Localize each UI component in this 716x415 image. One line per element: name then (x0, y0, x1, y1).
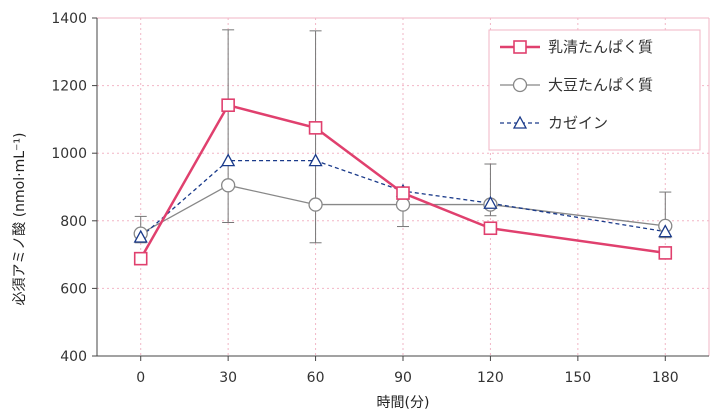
y-tick-label: 400 (60, 349, 87, 365)
data-point-circle (308, 197, 323, 212)
data-point-square (308, 121, 323, 135)
data-point-square (221, 98, 235, 113)
data-point-circle (395, 197, 411, 212)
data-point-circle (220, 178, 236, 193)
data-point-triangle (133, 229, 148, 243)
data-point-triangle (221, 153, 236, 167)
x-axis-ticks: 0 30 60 90 120 150 180 (136, 356, 679, 386)
y-tick-label: 1200 (51, 79, 87, 95)
x-tick-label: 90 (394, 370, 412, 386)
data-point-triangle (658, 224, 673, 238)
y-axis-title: 必須アミノ酸 (nmol·mL⁻¹) (12, 133, 28, 306)
series-lines (139, 103, 666, 260)
series-line (139, 103, 666, 260)
x-tick-label: 30 (219, 370, 237, 386)
x-axis-title: 時間(分) (377, 395, 430, 411)
y-tick-label: 600 (60, 281, 87, 297)
x-tick-label: 180 (652, 370, 679, 386)
data-point-triangle (483, 195, 498, 209)
data-point-square (658, 246, 673, 260)
x-tick-label: 60 (307, 370, 325, 386)
y-tick-label: 1400 (51, 11, 87, 27)
legend-label: 乳清たんぱく質 (548, 38, 653, 56)
y-tick-label: 1000 (51, 146, 87, 162)
y-axis-ticks: 400 600 800 1000 1200 1400 (51, 11, 97, 365)
data-point-square (133, 251, 148, 266)
data-point-square (513, 40, 527, 54)
legend-label: 大豆たんぱく質 (548, 76, 653, 94)
legend-label: カゼイン (548, 114, 608, 132)
data-point-triangle (512, 115, 528, 129)
x-tick-label: 150 (564, 370, 591, 386)
data-point-square (396, 186, 410, 200)
series-line (140, 159, 666, 238)
data-point-triangle (308, 153, 323, 167)
series-markers (133, 98, 673, 266)
data-point-square (483, 221, 498, 236)
y-tick-label: 800 (60, 214, 87, 230)
x-tick-label: 0 (136, 370, 145, 386)
x-tick-label: 120 (477, 370, 504, 386)
data-point-circle (512, 77, 528, 93)
